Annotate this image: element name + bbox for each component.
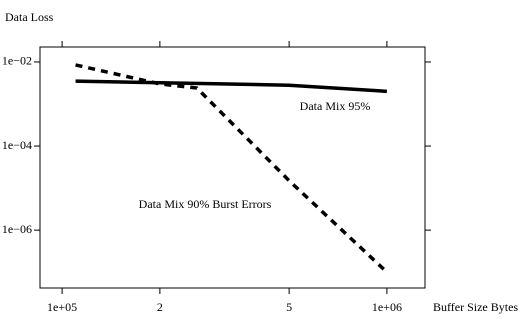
x-tick-label: 5	[286, 300, 292, 314]
plot-frame	[39, 46, 426, 289]
x-tick-label: 1e+05	[47, 300, 77, 314]
y-tick-label: 1e−04	[2, 138, 32, 152]
y-axis-label: Data Loss	[5, 10, 54, 24]
x-axis-label: Buffer Size Bytes	[433, 300, 518, 314]
series-line	[75, 63, 389, 274]
x-tick-label: 2	[157, 300, 163, 314]
series-line	[75, 79, 388, 94]
x-tick-label: 1e+06	[372, 300, 402, 314]
y-tick-label: 1e−06	[2, 222, 32, 236]
series-label: Data Mix 95%	[300, 99, 371, 113]
y-tick-label: 1e−02	[2, 54, 32, 68]
series-label: Data Mix 90% Burst Errors	[139, 197, 272, 211]
